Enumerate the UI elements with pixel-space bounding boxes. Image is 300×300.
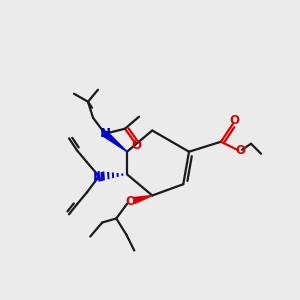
Polygon shape bbox=[134, 196, 152, 203]
Text: N: N bbox=[92, 171, 104, 184]
Text: N: N bbox=[99, 127, 111, 140]
Polygon shape bbox=[103, 131, 127, 152]
Text: O: O bbox=[235, 144, 245, 157]
Text: O: O bbox=[131, 139, 141, 152]
Text: O: O bbox=[229, 114, 239, 127]
Text: O: O bbox=[125, 195, 135, 208]
